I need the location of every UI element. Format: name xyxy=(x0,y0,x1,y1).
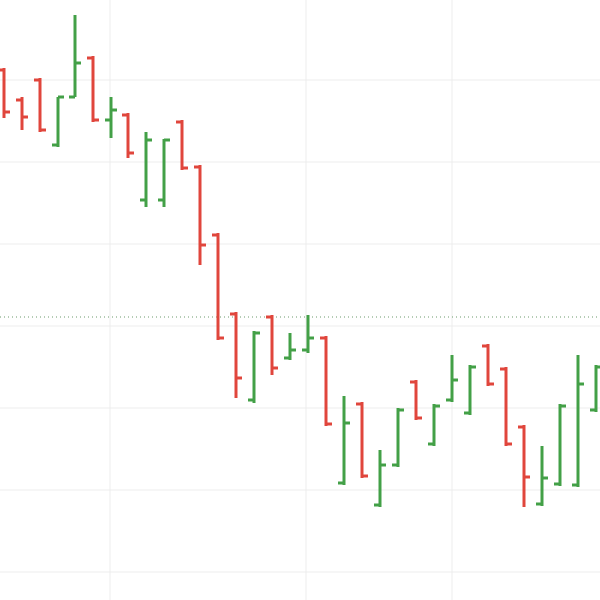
chart xyxy=(0,0,600,600)
